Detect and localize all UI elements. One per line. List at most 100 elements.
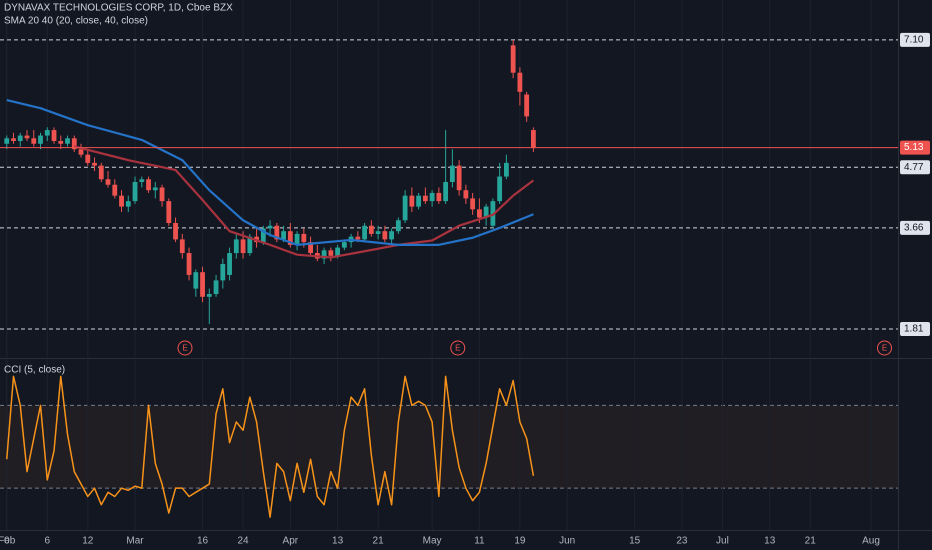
x-tick-label: 13 bbox=[764, 536, 776, 547]
candle-body bbox=[51, 130, 57, 142]
candle-body bbox=[274, 225, 280, 240]
candle-body bbox=[11, 138, 16, 142]
x-tick-label: Jul bbox=[716, 536, 729, 547]
candle-body bbox=[166, 201, 172, 223]
candle-body bbox=[416, 195, 422, 207]
candle-body bbox=[375, 231, 381, 234]
candle-body bbox=[456, 165, 462, 191]
indicator-legend: SMA 20 40 (20, close, 40, close) bbox=[4, 16, 148, 27]
x-tick-label: 19 bbox=[514, 536, 526, 547]
candle-body bbox=[38, 135, 43, 144]
candle-body bbox=[233, 239, 239, 254]
candle-body bbox=[530, 130, 536, 148]
candle-body bbox=[17, 135, 23, 142]
price-line-tag bbox=[900, 32, 930, 47]
candle-body bbox=[470, 198, 476, 210]
candle-body bbox=[483, 206, 489, 218]
x-tick-label: 11 bbox=[474, 536, 485, 547]
event-marker bbox=[177, 340, 193, 356]
x-tick-label: May bbox=[423, 536, 442, 547]
x-tick-label: 15 bbox=[629, 536, 641, 547]
price-line-label: 7.10 bbox=[904, 35, 924, 46]
x-tick-label: 24 bbox=[238, 536, 250, 547]
candle-body bbox=[382, 231, 388, 240]
candle-body bbox=[119, 195, 124, 207]
candle-body bbox=[335, 247, 340, 256]
candle-body bbox=[402, 195, 408, 221]
candle-body bbox=[503, 162, 509, 177]
price-line-label: 3.66 bbox=[904, 223, 924, 234]
candle-body bbox=[240, 239, 246, 254]
candle-body bbox=[517, 72, 523, 92]
candle-body bbox=[173, 222, 178, 240]
candle-body bbox=[301, 233, 307, 243]
x-tick-label: 12 bbox=[82, 536, 94, 547]
x-tick-label: Mar bbox=[126, 536, 144, 547]
sma-line bbox=[74, 145, 535, 259]
candle-body bbox=[281, 231, 286, 240]
candle-body bbox=[409, 195, 415, 207]
price-line-tag bbox=[900, 160, 930, 175]
candle-body bbox=[429, 192, 435, 202]
candle-body bbox=[395, 220, 401, 232]
candle-body bbox=[449, 165, 455, 183]
price-line-tag bbox=[900, 220, 930, 235]
price-line-label: 4.77 bbox=[904, 162, 924, 173]
marks bbox=[0, 39, 898, 518]
candle-body bbox=[389, 231, 395, 240]
candle-body bbox=[24, 135, 30, 139]
labels: DYNAVAX TECHNOLOGIES CORP, 1D, Cboe BZX … bbox=[0, 3, 930, 547]
candle-body bbox=[125, 201, 131, 207]
candle-body bbox=[4, 138, 10, 144]
candle-body bbox=[105, 179, 111, 185]
candle-body bbox=[146, 179, 151, 191]
event-marker bbox=[450, 340, 466, 356]
x-tick-label: Aug bbox=[862, 536, 880, 547]
candle-body bbox=[213, 280, 219, 295]
event-label: E bbox=[182, 344, 187, 353]
candle-body bbox=[179, 239, 185, 254]
candle-body bbox=[294, 233, 300, 245]
cci-line bbox=[6, 375, 535, 518]
candle-body bbox=[200, 272, 205, 297]
candle-body bbox=[92, 162, 97, 166]
candle-body bbox=[341, 242, 347, 248]
candle-body bbox=[260, 228, 266, 243]
candle-body bbox=[321, 250, 327, 259]
x-tick-label: 23 bbox=[676, 536, 688, 547]
candle-body bbox=[58, 141, 64, 144]
candle-body bbox=[308, 242, 313, 254]
candle-body bbox=[362, 225, 368, 240]
x-tick-label: 21 bbox=[805, 536, 817, 547]
candle-body bbox=[422, 195, 428, 202]
candle-body bbox=[220, 263, 226, 281]
candle-body bbox=[497, 176, 503, 202]
candle-body bbox=[186, 253, 192, 275]
x-tick-label: 16 bbox=[197, 536, 209, 547]
x-tick-label: 6 bbox=[44, 536, 50, 547]
x-tick-label: 13 bbox=[332, 536, 344, 547]
candle-body bbox=[85, 154, 91, 163]
candle-body bbox=[247, 236, 253, 254]
candle-body bbox=[227, 253, 232, 275]
candle-body bbox=[71, 138, 77, 150]
price-line-label: 1.81 bbox=[904, 324, 924, 335]
price-line-tag bbox=[900, 322, 930, 337]
candle-body bbox=[328, 250, 334, 256]
candle-body bbox=[65, 138, 70, 144]
candle-body bbox=[139, 179, 145, 183]
candle-body bbox=[159, 187, 165, 202]
candle-body bbox=[193, 272, 199, 289]
candle-body bbox=[206, 294, 212, 297]
candle-body bbox=[524, 94, 530, 117]
candle-body bbox=[510, 45, 516, 73]
candle-body bbox=[267, 225, 273, 229]
event-marker bbox=[876, 340, 892, 356]
candle-body bbox=[287, 231, 293, 245]
candle-body bbox=[443, 182, 449, 202]
candle-body bbox=[355, 236, 361, 240]
candle-body bbox=[132, 182, 138, 202]
candle-body bbox=[368, 225, 374, 234]
